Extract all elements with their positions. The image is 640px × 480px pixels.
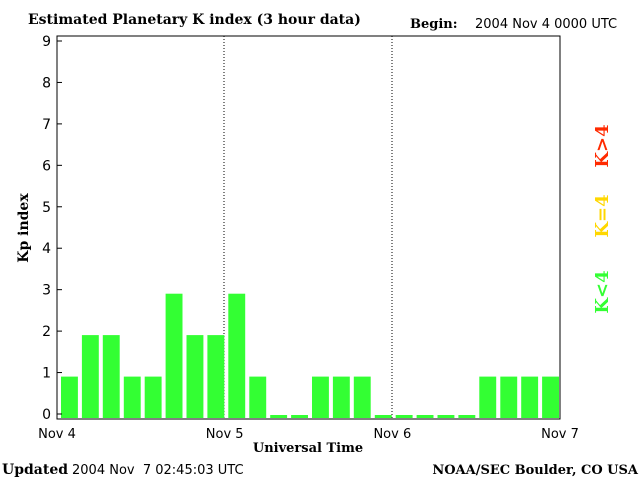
kp-bar <box>123 376 141 418</box>
legend-k-less-4: K<4 <box>592 270 613 313</box>
x-axis-ticks: Nov 4 Nov 5 Nov 6 Nov 7 <box>38 427 579 442</box>
x-tick-label: Nov 5 <box>206 427 244 442</box>
source-label: NOAA/SEC Boulder, CO USA <box>432 463 639 478</box>
y-tick-label: 0 <box>42 407 51 423</box>
kp-bar <box>437 415 455 418</box>
plot-frame <box>56 35 561 420</box>
kp-bar <box>228 293 246 418</box>
kp-bar <box>102 335 120 418</box>
bars-group <box>61 293 559 418</box>
kp-bar <box>458 415 476 418</box>
begin-value: 2004 Nov 4 0000 UTC <box>475 17 617 32</box>
y-tick-label: 9 <box>42 34 51 50</box>
y-tick-label: 7 <box>42 117 51 133</box>
y-axis-ticks: 0 1 2 3 4 5 6 7 8 9 <box>42 34 62 423</box>
y-tick-label: 1 <box>42 366 51 382</box>
kp-bar <box>416 415 434 418</box>
kp-bar <box>270 415 288 418</box>
x-tick-label: Nov 4 <box>38 427 76 442</box>
kp-bar <box>374 415 392 418</box>
begin-label: Begin: <box>410 17 458 32</box>
kp-bar <box>395 415 413 418</box>
legend-k-greater-4: K>4 <box>592 124 613 167</box>
legend-k-equal-4: K=4 <box>592 194 613 237</box>
kp-bar <box>353 376 371 418</box>
kp-bar <box>61 376 78 418</box>
y-tick-label: 3 <box>42 283 51 299</box>
chart-title: Estimated Planetary K index (3 hour data… <box>28 12 361 28</box>
y-tick-label: 2 <box>42 324 51 340</box>
updated-label: Updated <box>2 462 68 478</box>
kp-bar <box>81 335 99 418</box>
kp-bar <box>479 376 497 418</box>
kp-bar <box>291 415 308 418</box>
kp-bar <box>332 376 350 418</box>
kp-bar <box>312 376 329 418</box>
kp-bar <box>144 376 162 418</box>
y-tick-label: 5 <box>42 200 51 216</box>
kp-bar <box>521 376 539 418</box>
kp-bar <box>542 376 559 418</box>
kp-bar <box>249 376 267 418</box>
kp-bar <box>500 376 518 418</box>
x-tick-label: Nov 6 <box>373 427 411 442</box>
kp-bar <box>207 335 225 418</box>
y-axis-label: Kp index <box>16 193 32 263</box>
updated-value: 2004 Nov 7 02:45:03 UTC <box>72 463 244 478</box>
y-tick-label: 6 <box>42 158 51 174</box>
y-tick-label: 8 <box>42 75 51 91</box>
kp-bar <box>165 293 183 418</box>
x-tick-label: Nov 7 <box>541 427 579 442</box>
kp-bar <box>186 335 204 418</box>
y-tick-label: 4 <box>42 241 51 257</box>
x-axis-label: Universal Time <box>253 441 363 456</box>
